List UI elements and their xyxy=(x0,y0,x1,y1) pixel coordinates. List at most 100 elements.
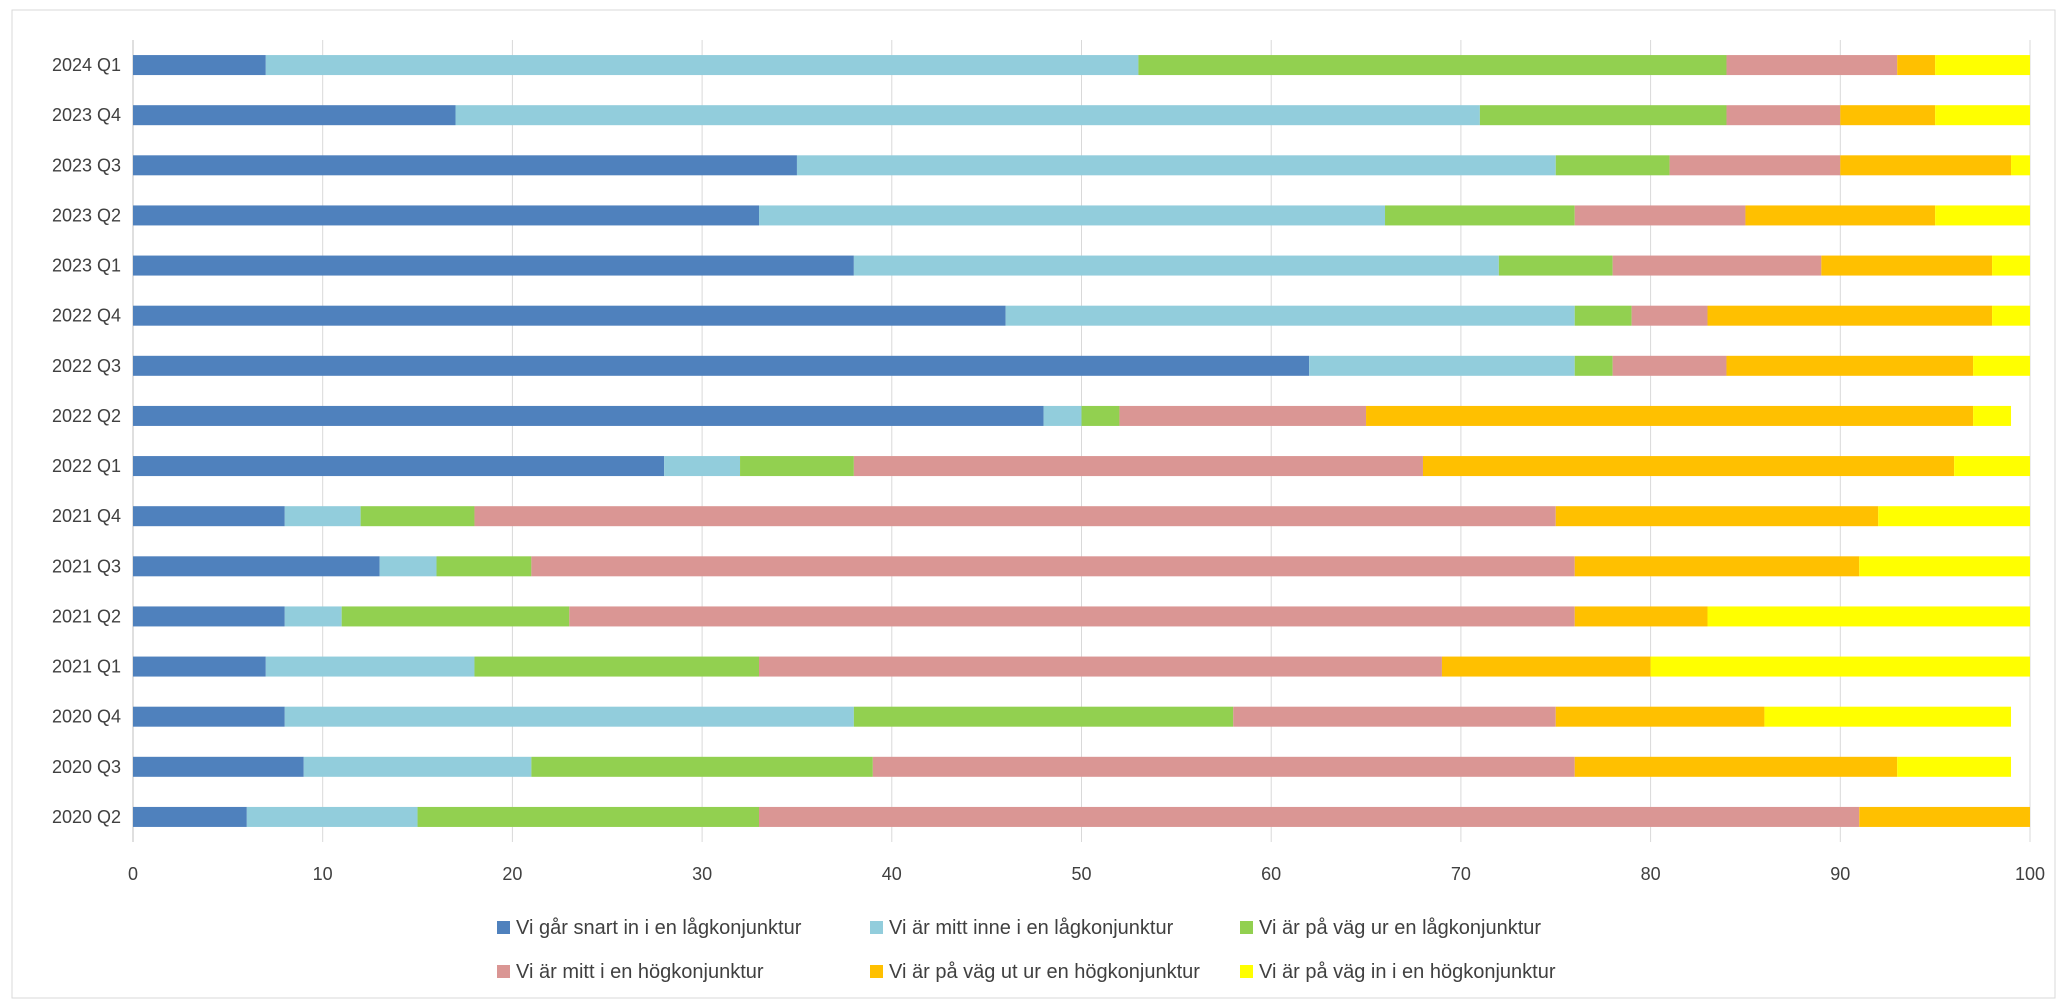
bar-segment xyxy=(1233,706,1556,727)
category-label: 2021 Q4 xyxy=(52,506,121,526)
bar-segment xyxy=(133,255,854,276)
legend-label: Vi är på väg ut ur en högkonjunktur xyxy=(889,961,1200,983)
bar-segment xyxy=(1726,55,1898,76)
bar-segment xyxy=(360,506,475,527)
bar-segment xyxy=(455,105,1480,126)
bar-segment xyxy=(740,456,854,477)
bar-segment xyxy=(1555,506,1879,527)
bar-segment xyxy=(1574,205,1746,226)
legend-item: Vi är på väg in i en högkonjunktur xyxy=(1240,961,1556,983)
bar-segment xyxy=(1631,305,1708,326)
bar-segment xyxy=(1840,105,1936,126)
bar-segment xyxy=(1992,305,2030,326)
bar-segment xyxy=(1859,556,2030,577)
bar-segment xyxy=(1555,155,1670,176)
bar-segment xyxy=(1043,405,1082,426)
x-tick-label: 60 xyxy=(1261,864,1281,884)
bar-segment xyxy=(1992,255,2030,276)
category-label: 2021 Q3 xyxy=(52,556,121,576)
bar-segment xyxy=(133,506,285,527)
category-label: 2022 Q1 xyxy=(52,456,121,476)
x-tick-label: 100 xyxy=(2015,864,2045,884)
bar-segment xyxy=(1764,706,2012,727)
legend-swatch xyxy=(870,921,883,934)
bar-segment xyxy=(265,656,475,677)
bar-segment xyxy=(1574,556,1860,577)
bar-segment xyxy=(1954,456,2030,477)
bar-segment xyxy=(133,456,665,477)
legend-item: Vi är på väg ur en lågkonjunktur xyxy=(1240,917,1541,939)
bar-segment xyxy=(1973,355,2030,376)
category-label: 2020 Q4 xyxy=(52,707,121,727)
x-tick-label: 20 xyxy=(502,864,522,884)
category-label: 2021 Q1 xyxy=(52,657,121,677)
category-labels: 2024 Q1 2023 Q4 2023 Q3 2023 Q2 2023 Q1 2022 … xyxy=(52,55,121,827)
bar-segment xyxy=(1707,305,1993,326)
bar-segment xyxy=(872,756,1575,777)
bar-segment xyxy=(1821,255,1993,276)
bar-segment xyxy=(133,556,380,577)
bar-segment xyxy=(569,606,1575,627)
legend-label: Vi är mitt i en högkonjunktur xyxy=(516,961,764,983)
bar-segment xyxy=(664,456,741,477)
bar-segment xyxy=(759,806,1860,827)
x-tick-label: 10 xyxy=(313,864,333,884)
bar-segment xyxy=(1441,656,1651,677)
bar-segment xyxy=(759,205,1386,226)
bar-segment xyxy=(1897,756,2012,777)
legend-item: Vi är mitt inne i en lågkonjunktur xyxy=(870,917,1174,939)
bar-segment xyxy=(133,305,1006,326)
x-tick-label: 30 xyxy=(692,864,712,884)
bar-segment xyxy=(1309,355,1575,376)
legend-swatch xyxy=(870,965,883,978)
legend: Vi går snart in i en lågkonjunktur Vi är … xyxy=(497,917,1556,983)
bar-segment xyxy=(417,806,760,827)
bar-segment xyxy=(1574,355,1613,376)
x-tick-label: 40 xyxy=(882,864,902,884)
bar-segment xyxy=(1612,355,1727,376)
x-tick-label: 90 xyxy=(1830,864,1850,884)
bar-segment xyxy=(759,656,1442,677)
bar-segment xyxy=(2011,155,2030,176)
bars xyxy=(133,55,2030,827)
category-label: 2022 Q2 xyxy=(52,406,121,426)
x-tick-label: 70 xyxy=(1451,864,1471,884)
bar-segment xyxy=(853,706,1234,727)
bar-segment xyxy=(1726,105,1841,126)
category-label: 2024 Q1 xyxy=(52,55,121,75)
legend-label: Vi är mitt inne i en lågkonjunktur xyxy=(889,917,1174,939)
bar-segment xyxy=(1498,255,1613,276)
legend-swatch xyxy=(497,921,510,934)
bar-segment xyxy=(853,255,1499,276)
bar-segment xyxy=(265,55,1139,76)
legend-item: Vi går snart in i en lågkonjunktur xyxy=(497,917,802,939)
bar-segment xyxy=(1574,305,1632,326)
legend-swatch xyxy=(1240,965,1253,978)
category-label: 2022 Q3 xyxy=(52,356,121,376)
bar-segment xyxy=(284,606,342,627)
category-label: 2020 Q2 xyxy=(52,807,121,827)
bar-segment xyxy=(1878,506,2030,527)
category-label: 2022 Q4 xyxy=(52,306,121,326)
bar-segment xyxy=(1005,305,1575,326)
bar-segment xyxy=(1745,205,1936,226)
bar-segment xyxy=(133,756,304,777)
bar-segment xyxy=(133,55,266,76)
bar-segment xyxy=(796,155,1556,176)
bar-segment xyxy=(284,706,854,727)
bar-segment xyxy=(1612,255,1822,276)
x-tick-label: 50 xyxy=(1071,864,1091,884)
bar-segment xyxy=(284,506,361,527)
legend-label: Vi är på väg in i en högkonjunktur xyxy=(1259,961,1556,983)
bar-segment xyxy=(303,756,532,777)
bar-segment xyxy=(133,606,285,627)
bar-segment xyxy=(1574,606,1708,627)
bar-segment xyxy=(1935,205,2030,226)
bar-segment xyxy=(1935,105,2030,126)
category-label: 2023 Q1 xyxy=(52,256,121,276)
bar-segment xyxy=(379,556,437,577)
legend-item: Vi är mitt i en högkonjunktur xyxy=(497,961,764,983)
bar-segment xyxy=(1479,105,1727,126)
bar-segment xyxy=(133,405,1044,426)
bar-segment xyxy=(531,556,1575,577)
